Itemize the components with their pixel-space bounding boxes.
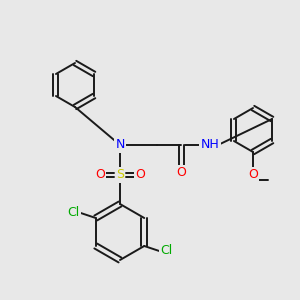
Text: O: O	[176, 167, 186, 179]
Text: N: N	[115, 139, 125, 152]
Text: S: S	[116, 169, 124, 182]
Text: Cl: Cl	[160, 244, 172, 257]
Text: NH: NH	[201, 139, 219, 152]
Text: Cl: Cl	[68, 206, 80, 220]
Text: O: O	[135, 169, 145, 182]
Text: O: O	[95, 169, 105, 182]
Text: O: O	[248, 169, 258, 182]
